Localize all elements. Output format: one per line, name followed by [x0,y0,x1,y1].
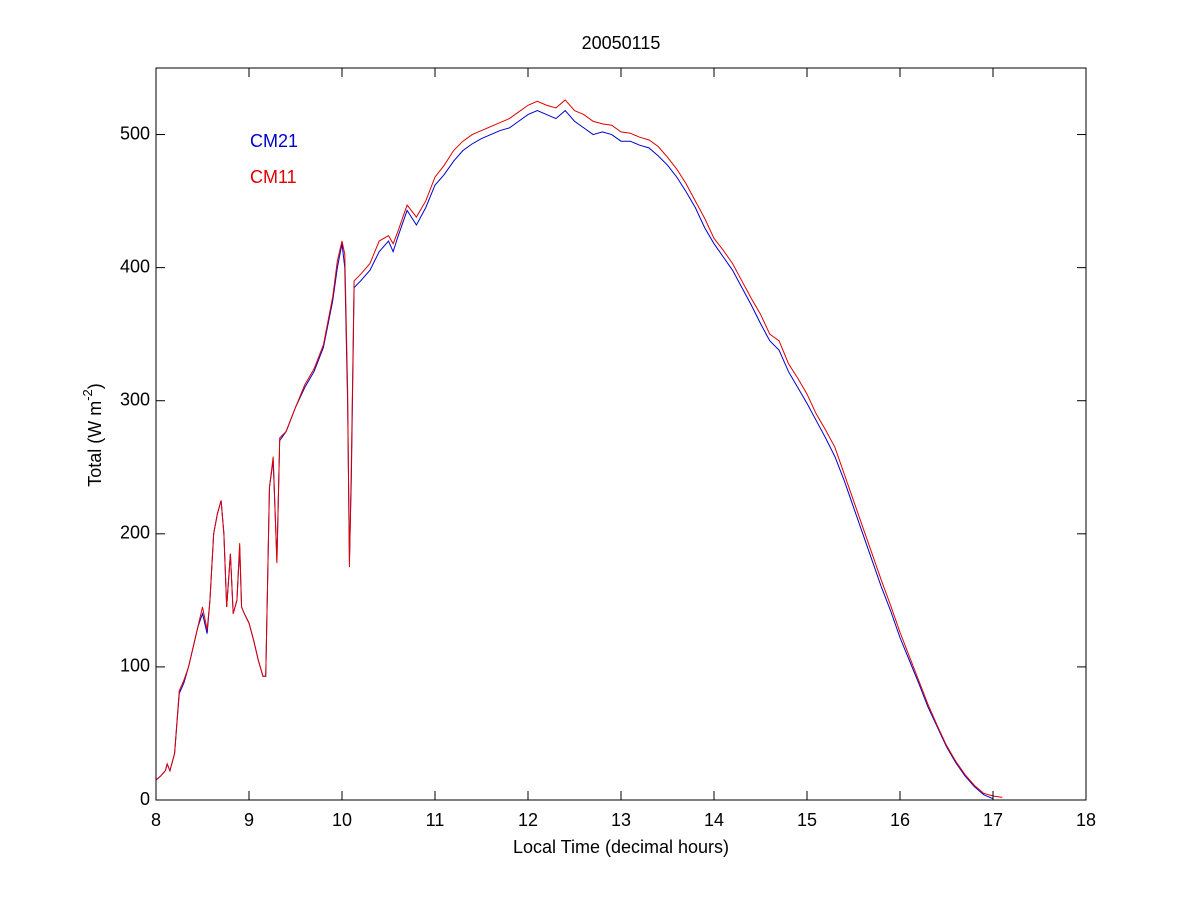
y-tick-label: 300 [120,389,150,409]
x-tick-label: 16 [890,810,910,830]
x-tick-label: 15 [797,810,817,830]
chart-title: 20050115 [582,33,661,53]
y-tick-label: 400 [120,256,150,276]
x-tick-label: 14 [704,810,724,830]
x-tick-label: 9 [244,810,254,830]
y-tick-label: 200 [120,523,150,543]
y-axis-label: Total (W m-2) [80,383,104,487]
x-tick-label: 13 [611,810,631,830]
x-tick-label: 8 [151,810,161,830]
y-tick-label: 100 [120,656,150,676]
y-axis-label-main: Total (W m [85,401,105,487]
y-axis-label-sup: -2 [80,389,95,401]
legend-entry: CM21 [250,131,298,151]
y-tick-label: 500 [120,123,150,143]
series-line [155,99,1003,798]
legend-entry: CM11 [250,167,297,187]
y-tick-label: 0 [140,789,150,809]
x-axis-label: Local Time (decimal hours) [513,837,729,857]
x-tick-label: 11 [426,810,445,830]
x-tick-label: 18 [1076,810,1096,830]
x-tick-label: 10 [332,810,352,830]
y-axis-label-end: ) [85,383,105,389]
x-tick-label: 17 [983,810,1003,830]
x-tick-label: 12 [518,810,538,830]
